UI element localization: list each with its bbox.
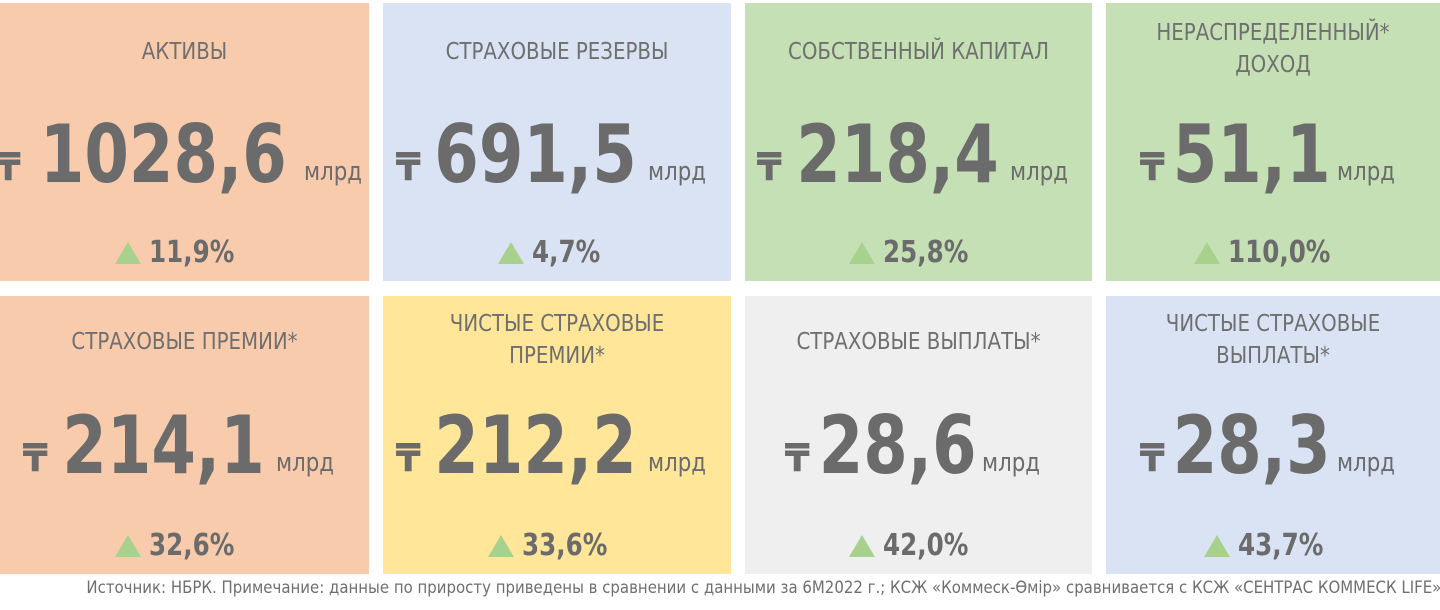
kpi-unit: млрд [982,448,1041,478]
kpi-value-row: ₸ 212,2 млрд [383,406,731,486]
kpi-growth: 11,9% [0,235,369,270]
kpi-unit: млрд [1009,157,1068,187]
kpi-title-line: СТРАХОВЫЕ ВЫПЛАТЫ* [796,329,1041,355]
source-note: Источник: НБРК. Примечание: данные по пр… [86,578,1440,598]
kpi-title: НЕРАСПРЕДЕЛЕННЫЙ* ДОХОД [1129,17,1416,81]
kpi-growth-value: 32,6% [149,528,235,563]
kpi-title: СТРАХОВЫЕ РЕЗЕРВЫ [407,36,706,68]
kpi-value: 691,5 [434,108,638,201]
kpi-unit: млрд [275,448,334,478]
kpi-unit: млрд [1336,448,1395,478]
kpi-growth: 4,7% [383,235,731,270]
kpi-card: СТРАХОВЫЕ ПРЕМИИ* ₸ 214,1 млрд 32,6% [0,296,369,574]
kpi-value-row: ₸ 214,1 млрд [0,406,369,486]
up-triangle-icon [498,241,525,264]
kpi-growth: 42,0% [745,528,1092,563]
kpi-growth-value: 11,9% [149,235,235,270]
up-triangle-icon [115,534,142,557]
kpi-card: СОБСТВЕННЫЙ КАПИТАЛ ₸ 218,4 млрд 25,8% [745,3,1092,281]
kpi-value: 212,2 [434,399,638,492]
kpi-value-row: ₸ 218,4 млрд [745,115,1092,195]
kpi-unit: млрд [648,448,707,478]
kpi-title: СТРАХОВЫЕ ВЫПЛАТЫ* [769,326,1067,358]
kpi-growth-value: 4,7% [532,235,601,270]
kpi-title: СТРАХОВЫЕ ПРЕМИИ* [26,326,343,358]
kpi-title-line: ЧИСТЫЕ СТРАХОВЫЕ [1165,311,1381,337]
tenge-icon: ₸ [395,436,421,480]
tenge-icon: ₸ [1139,436,1165,480]
kpi-growth-value: 43,7% [1237,528,1324,563]
kpi-growth: 25,8% [745,235,1092,270]
kpi-title-line: ПРЕМИИ* [509,343,605,369]
tenge-icon: ₸ [757,145,783,189]
kpi-unit: млрд [648,157,707,187]
kpi-value: 28,6 [818,399,977,492]
tenge-icon: ₸ [395,145,421,189]
kpi-value-row: ₸ 28,6 млрд [745,406,1092,486]
kpi-card: НЕРАСПРЕДЕЛЕННЫЙ* ДОХОД ₸ 51,1 млрд 110,0% [1106,3,1440,281]
kpi-growth: 32,6% [0,528,369,563]
up-triangle-icon [1193,241,1220,264]
kpi-title: СОБСТВЕННЫЙ КАПИТАЛ [769,36,1067,68]
kpi-growth-value: 25,8% [883,235,969,270]
up-triangle-icon [849,241,876,264]
kpi-title: ЧИСТЫЕ СТРАХОВЫЕ ПРЕМИИ* [407,308,706,372]
kpi-unit: млрд [1336,157,1395,187]
kpi-unit: млрд [303,157,362,187]
kpi-value: 1028,6 [39,108,287,201]
kpi-value-row: ₸ 28,3 млрд [1106,406,1440,486]
kpi-title-line: СТРАХОВЫЕ ПРЕМИИ* [71,329,298,355]
tenge-icon: ₸ [23,436,49,480]
kpi-title-line: НЕРАСПРЕДЕЛЕННЫЙ* [1156,20,1390,46]
kpi-value-row: ₸ 51,1 млрд [1106,115,1440,195]
kpi-title: АКТИВЫ [26,36,343,68]
kpi-growth: 43,7% [1106,528,1440,563]
kpi-title-line: АКТИВЫ [141,39,228,65]
kpi-growth: 33,6% [383,528,731,563]
tenge-icon: ₸ [1139,145,1165,189]
kpi-title: ЧИСТЫЕ СТРАХОВЫЕ ВЫПЛАТЫ* [1129,308,1416,372]
kpi-card: СТРАХОВЫЕ ВЫПЛАТЫ* ₸ 28,6 млрд 42,0% [745,296,1092,574]
kpi-value: 214,1 [62,399,265,492]
kpi-card: ЧИСТЫЕ СТРАХОВЫЕ ПРЕМИИ* ₸ 212,2 млрд 33,6% [383,296,731,574]
up-triangle-icon [1203,534,1230,557]
up-triangle-icon [849,534,876,557]
kpi-value: 51,1 [1172,108,1331,201]
kpi-card: СТРАХОВЫЕ РЕЗЕРВЫ ₸ 691,5 млрд 4,7% [383,3,731,281]
kpi-growth: 110,0% [1106,235,1440,270]
kpi-value: 28,3 [1172,399,1331,492]
kpi-card: ЧИСТЫЕ СТРАХОВЫЕ ВЫПЛАТЫ* ₸ 28,3 млрд 43,7% [1106,296,1440,574]
kpi-growth-value: 33,6% [521,528,608,563]
kpi-title-line: ЧИСТЫЕ СТРАХОВЫЕ [449,311,665,337]
kpi-title-line: ДОХОД [1235,52,1311,78]
kpi-value: 218,4 [796,108,999,201]
kpi-title-line: СОБСТВЕННЫЙ КАПИТАЛ [788,39,1049,65]
kpi-value-row: ₸ 691,5 млрд [383,115,731,195]
up-triangle-icon [115,241,142,264]
tenge-icon: ₸ [784,436,811,480]
up-triangle-icon [487,534,514,557]
tenge-icon: ₸ [0,145,20,189]
kpi-growth-value: 110,0% [1227,235,1330,270]
kpi-growth-value: 42,0% [883,528,969,563]
kpi-title-line: СТРАХОВЫЕ РЕЗЕРВЫ [445,39,669,65]
kpi-title-line: ВЫПЛАТЫ* [1216,343,1330,369]
